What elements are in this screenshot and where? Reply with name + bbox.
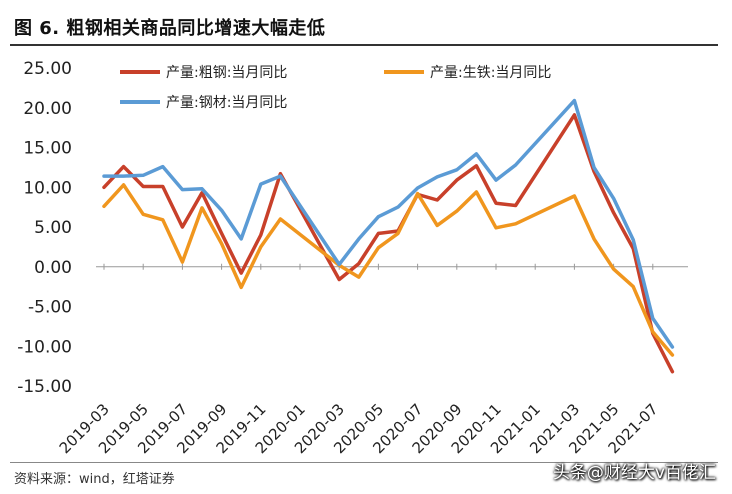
y-tick-label: 15.00 [23, 139, 72, 159]
title-divider [10, 44, 718, 46]
y-tick-label: 10.00 [23, 178, 72, 198]
y-tick-label: -10.00 [17, 337, 72, 357]
y-tick-label: -5.00 [28, 298, 72, 318]
x-axis: 2019-032019-052019-072019-092019-112020-… [56, 263, 662, 457]
legend-label: 产量:生铁:当月同比 [430, 65, 551, 81]
source-note: 资料来源：wind，红塔证券 [14, 472, 175, 487]
y-tick-label: 5.00 [34, 218, 72, 238]
legend-label: 产量:钢材:当月同比 [166, 95, 287, 111]
source-divider [10, 462, 718, 463]
series-line-2 [102, 183, 675, 357]
watermark: 头条@财经大v百佬汇 [552, 463, 716, 483]
y-axis: 25.00 20.00 15.00 10.00 5.00 0.00 -5.00 -10.00 -… [17, 59, 72, 397]
figure-title: 图 6. 粗钢相关商品同比增速大幅走低 [14, 18, 326, 39]
plot-area [102, 98, 675, 374]
legend-label: 产量:粗钢:当月同比 [166, 65, 287, 81]
y-tick-label: 20.00 [23, 99, 72, 119]
y-tick-label: 25.00 [23, 59, 72, 79]
line-chart: 25.00 20.00 15.00 10.00 5.00 0.00 -5.00 -10.00 -… [17, 59, 688, 457]
y-tick-label: -15.00 [17, 377, 72, 397]
y-tick-label: 0.00 [34, 258, 72, 278]
series-line-3 [102, 98, 675, 349]
